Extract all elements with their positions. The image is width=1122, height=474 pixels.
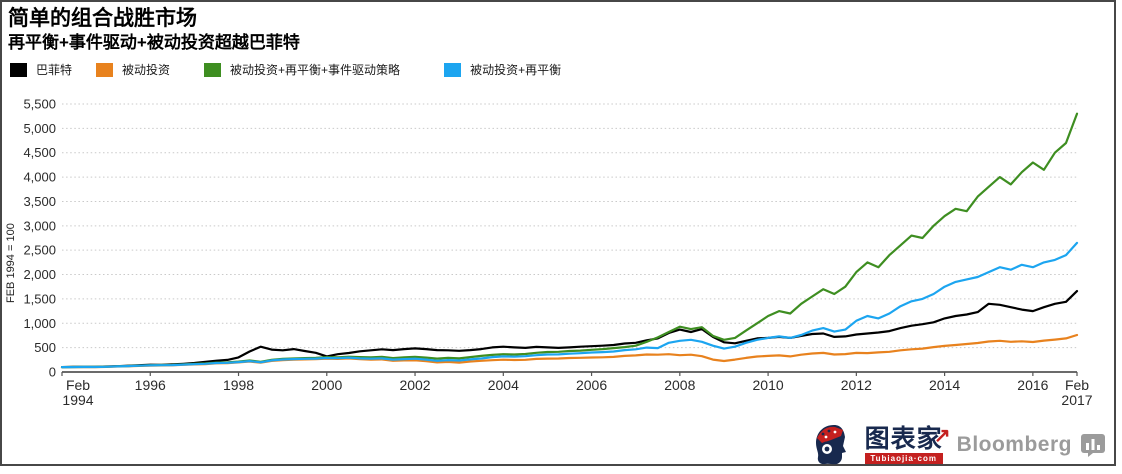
x-axis bbox=[61, 371, 1078, 376]
legend: 巴菲特 被动投资 被动投资+再平衡+事件驱动策略 被动投资+再平衡 bbox=[10, 61, 561, 78]
legend-swatch-orange bbox=[96, 62, 114, 77]
svg-text:3,500: 3,500 bbox=[23, 194, 56, 209]
svg-text:2017: 2017 bbox=[1061, 392, 1092, 408]
svg-text:2,000: 2,000 bbox=[23, 267, 56, 282]
gridlines bbox=[62, 103, 1077, 349]
tubiaojia-domain: Tubiaojia·com bbox=[864, 452, 943, 464]
page-title: 简单的组合战胜市场 bbox=[8, 7, 197, 30]
legend-label-passive: 被动投资 bbox=[122, 63, 171, 77]
svg-text:5,500: 5,500 bbox=[23, 97, 56, 112]
bloomberg-chart-bubble-icon bbox=[1081, 434, 1105, 457]
svg-text:2010: 2010 bbox=[753, 377, 784, 393]
legend-label-passive-rebalance-event: 被动投资+再平衡+事件驱动策略 bbox=[230, 63, 401, 77]
legend-label-passive-rebalance: 被动投资+再平衡 bbox=[470, 63, 562, 77]
svg-text:0: 0 bbox=[49, 365, 56, 380]
svg-text:2012: 2012 bbox=[841, 377, 872, 393]
series-lines bbox=[60, 112, 1079, 369]
bloomberg-logo: Bloomberg bbox=[956, 433, 1072, 456]
series-line-2 bbox=[60, 112, 1079, 369]
legend-item-passive: 被动投资 bbox=[96, 61, 170, 78]
svg-text:1996: 1996 bbox=[135, 377, 166, 393]
svg-text:2006: 2006 bbox=[576, 377, 607, 393]
svg-text:Feb: Feb bbox=[1065, 377, 1089, 393]
svg-text:1,500: 1,500 bbox=[23, 291, 56, 306]
legend-swatch-blue bbox=[444, 62, 462, 77]
svg-text:4,000: 4,000 bbox=[23, 170, 56, 185]
svg-text:2004: 2004 bbox=[488, 377, 519, 393]
svg-text:500: 500 bbox=[34, 340, 56, 355]
svg-text:2014: 2014 bbox=[929, 377, 960, 393]
svg-text:3,000: 3,000 bbox=[23, 218, 56, 233]
series-line-3 bbox=[60, 241, 1079, 369]
tubiaojia-arrow-icon: ↗ bbox=[933, 424, 951, 447]
svg-text:1,000: 1,000 bbox=[23, 316, 56, 331]
tubiaojia-name: 图表家 bbox=[864, 424, 943, 453]
legend-item-buffett: 巴菲特 bbox=[10, 61, 72, 78]
svg-text:2008: 2008 bbox=[664, 377, 695, 393]
line-chart: 0 500 1,000 1,500 2,000 2,500 3,000 3,500 4,000 4… bbox=[23, 97, 1092, 409]
svg-text:2,500: 2,500 bbox=[23, 243, 56, 258]
brand-bar: 图表家 ↗ Tubiaojia·com Bloomberg bbox=[813, 424, 1106, 466]
svg-text:2000: 2000 bbox=[311, 377, 342, 393]
svg-text:1994: 1994 bbox=[62, 392, 93, 408]
legend-swatch-green bbox=[204, 62, 222, 77]
tubiaojia-logo: 图表家 ↗ Tubiaojia·com bbox=[864, 424, 951, 464]
y-tick-labels: 0 500 1,000 1,500 2,000 2,500 3,000 3,500 4,000 4… bbox=[23, 97, 56, 380]
series-line-0 bbox=[60, 290, 1079, 369]
svg-text:1998: 1998 bbox=[223, 377, 254, 393]
svg-text:2002: 2002 bbox=[399, 377, 430, 393]
legend-swatch-black bbox=[10, 62, 27, 77]
legend-item-passive-rebalance: 被动投资+再平衡 bbox=[444, 61, 561, 78]
svg-text:5,000: 5,000 bbox=[23, 121, 56, 136]
svg-text:2016: 2016 bbox=[1017, 377, 1048, 393]
legend-label-buffett: 巴菲特 bbox=[36, 63, 73, 77]
svg-text:Feb: Feb bbox=[66, 377, 90, 393]
page-subtitle: 再平衡+事件驱动+被动投资超越巴菲特 bbox=[8, 33, 300, 52]
legend-item-passive-rebalance-event: 被动投资+再平衡+事件驱动策略 bbox=[204, 61, 400, 78]
svg-text:4,500: 4,500 bbox=[23, 145, 56, 160]
tubiaojia-head-icon bbox=[815, 425, 853, 465]
chart-frame bbox=[0, 0, 1116, 466]
